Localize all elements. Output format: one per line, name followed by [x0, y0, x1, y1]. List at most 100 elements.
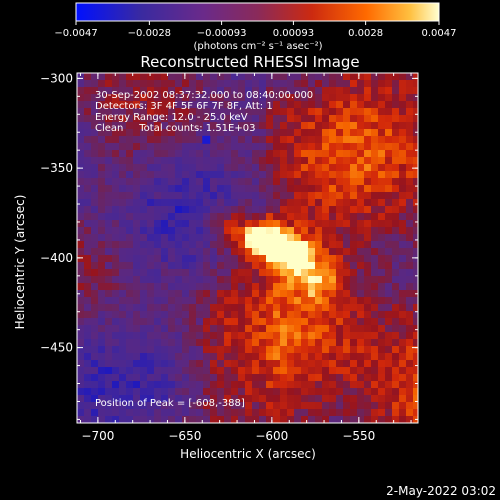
heatmap-cell: [238, 150, 246, 158]
heatmap-cell: [224, 199, 232, 207]
heatmap-cell: [168, 360, 176, 368]
heatmap-cell: [154, 353, 162, 361]
heatmap-cell: [231, 367, 239, 375]
heatmap-cell: [112, 94, 120, 102]
heatmap-cell: [147, 262, 155, 270]
heatmap-cell: [315, 199, 323, 207]
heatmap-cell: [350, 353, 358, 361]
heatmap-cell: [392, 129, 400, 137]
heatmap-cell: [112, 367, 120, 375]
colorbar-gradient: [75, 2, 440, 22]
heatmap-cell: [350, 185, 358, 193]
heatmap-cell: [266, 101, 274, 109]
heatmap-cell: [294, 346, 302, 354]
heatmap-cell: [371, 220, 379, 228]
heatmap-cell: [392, 339, 400, 347]
heatmap-cell: [161, 220, 169, 228]
heatmap-cell: [224, 115, 232, 123]
heatmap-cell: [343, 164, 351, 172]
heatmap-cell: [399, 143, 407, 151]
heatmap-cell: [322, 409, 330, 417]
heatmap-cell: [406, 220, 414, 228]
heatmap-cell: [224, 248, 232, 256]
heatmap-cell: [147, 80, 155, 88]
heatmap-cell: [98, 360, 106, 368]
heatmap-cell: [105, 346, 113, 354]
heatmap-cell: [378, 248, 386, 256]
heatmap-cell: [399, 367, 407, 375]
heatmap-cell: [364, 290, 372, 298]
heatmap-cell: [378, 213, 386, 221]
heatmap-cell: [119, 367, 127, 375]
heatmap-cell: [140, 360, 148, 368]
heatmap-cell: [210, 269, 218, 277]
heatmap-cell: [77, 234, 85, 242]
heatmap-cell: [217, 101, 225, 109]
heatmap-cell: [399, 269, 407, 277]
heatmap-cell: [336, 136, 344, 144]
heatmap-cell: [140, 290, 148, 298]
heatmap-cell: [406, 332, 414, 340]
heatmap-cell: [98, 94, 106, 102]
heatmap-cell: [238, 297, 246, 305]
heatmap-cell: [266, 395, 274, 403]
heatmap-cell: [196, 297, 204, 305]
heatmap-cell: [357, 325, 365, 333]
heatmap-cell: [287, 269, 295, 277]
heatmap-cell: [364, 94, 372, 102]
heatmap-cell: [231, 213, 239, 221]
heatmap-cell: [392, 94, 400, 102]
heatmap-cell: [371, 367, 379, 375]
heatmap-cell: [315, 73, 323, 81]
heatmap-cell: [203, 416, 211, 423]
heatmap-cell: [231, 94, 239, 102]
heatmap-cell: [329, 199, 337, 207]
heatmap-cell: [392, 388, 400, 396]
heatmap-cell: [175, 262, 183, 270]
heatmap-cell: [406, 129, 414, 137]
heatmap-cell: [280, 178, 288, 186]
heatmap-cell: [399, 234, 407, 242]
heatmap-cell: [126, 101, 134, 109]
heatmap-cell: [273, 115, 281, 123]
heatmap-cell: [231, 87, 239, 95]
heatmap-cell: [245, 87, 253, 95]
heatmap-cell: [413, 318, 418, 326]
heatmap-cell: [406, 353, 414, 361]
heatmap-cell: [133, 311, 141, 319]
heatmap-cell: [147, 325, 155, 333]
heatmap-cell: [231, 297, 239, 305]
heatmap-cell: [266, 325, 274, 333]
heatmap-cell: [161, 101, 169, 109]
heatmap-cell: [266, 311, 274, 319]
heatmap-cell: [252, 136, 260, 144]
heatmap-cell: [287, 227, 295, 235]
heatmap-cell: [322, 94, 330, 102]
heatmap-cell: [77, 311, 85, 319]
heatmap-cell: [161, 185, 169, 193]
heatmap-cell: [280, 150, 288, 158]
heatmap-cell: [154, 206, 162, 214]
heatmap-cell: [168, 276, 176, 284]
heatmap-cell: [161, 227, 169, 235]
heatmap-cell: [77, 206, 85, 214]
heatmap-cell: [301, 136, 309, 144]
heatmap-cell: [322, 290, 330, 298]
heatmap-cell: [168, 395, 176, 403]
heatmap-cell: [252, 227, 260, 235]
heatmap-cell: [98, 129, 106, 137]
heatmap-cell: [336, 213, 344, 221]
heatmap-cell: [364, 297, 372, 305]
heatmap-cell: [308, 199, 316, 207]
heatmap-cell: [336, 269, 344, 277]
heatmap-cell: [119, 171, 127, 179]
heatmap-cell: [343, 402, 351, 410]
heatmap-cell: [210, 248, 218, 256]
heatmap-cell: [322, 227, 330, 235]
heatmap-cell: [238, 171, 246, 179]
heatmap-cell: [287, 150, 295, 158]
heatmap-cell: [105, 150, 113, 158]
heatmap-cell: [322, 297, 330, 305]
heatmap-cell: [413, 367, 418, 375]
heatmap-cell: [406, 339, 414, 347]
